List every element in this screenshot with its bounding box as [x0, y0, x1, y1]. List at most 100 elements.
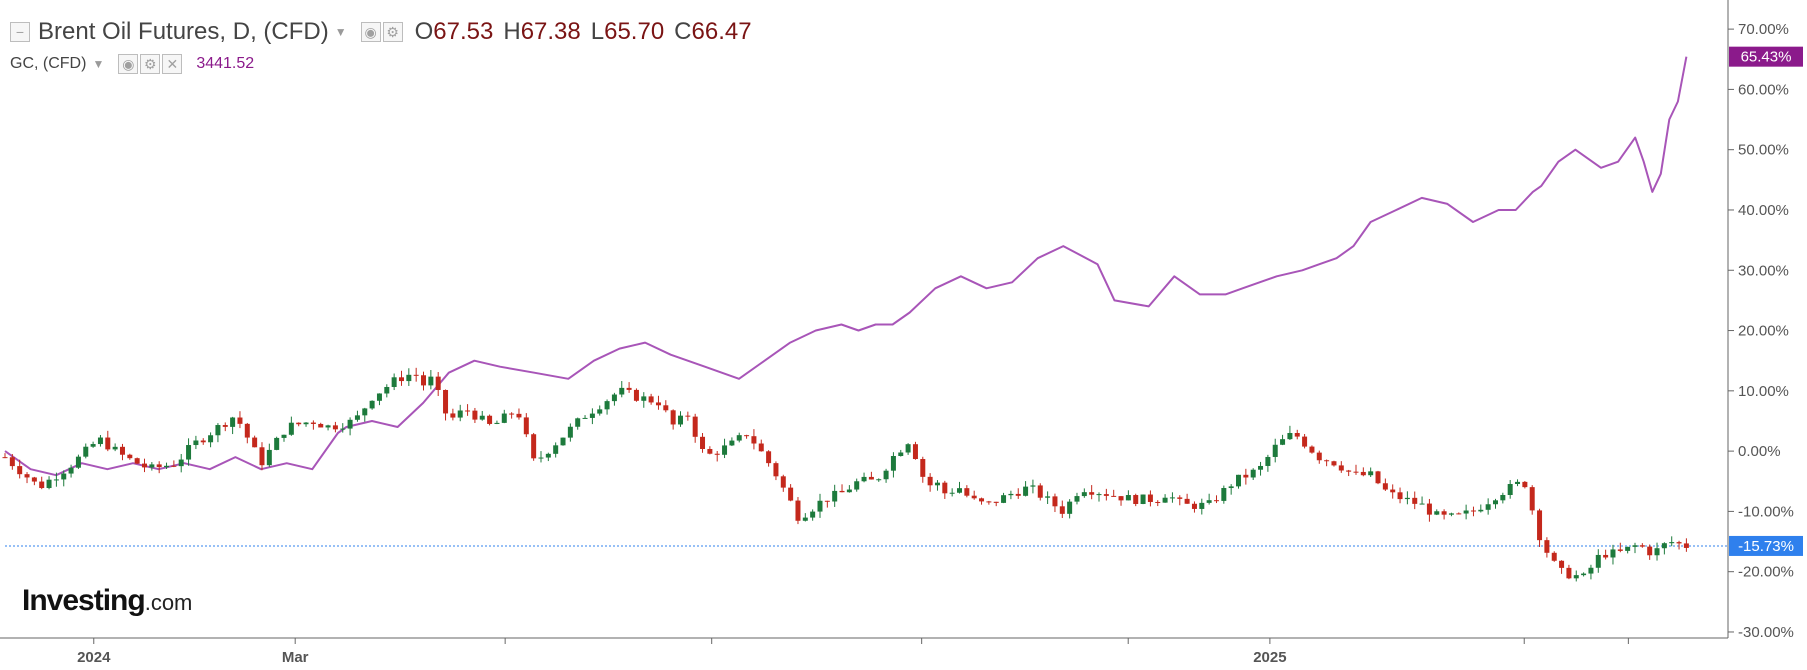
- candle-body: [677, 415, 683, 425]
- eye-icon[interactable]: ◉: [360, 22, 381, 42]
- gear-icon[interactable]: ⚙: [140, 54, 161, 74]
- compare-series-legend: GC, (CFD) ▼ ◉ ⚙ ✕ 3441.52: [10, 54, 254, 74]
- candle-body: [1096, 494, 1102, 496]
- low-value: 65.70: [604, 18, 665, 45]
- y-tick-label: 50.00%: [1738, 142, 1789, 159]
- candle-body: [868, 476, 874, 480]
- candle-body: [230, 417, 236, 427]
- candle-body: [1610, 549, 1616, 558]
- candle-body: [1434, 511, 1440, 515]
- candle-body: [832, 490, 838, 502]
- compare-series-value: 3441.52: [196, 55, 255, 72]
- candle-body: [186, 445, 192, 460]
- candle-body: [472, 410, 478, 420]
- candle-body: [604, 401, 610, 410]
- candle-body: [795, 500, 801, 521]
- candle-body: [193, 440, 199, 446]
- candle-body: [1191, 503, 1197, 509]
- candle-body: [1669, 542, 1675, 544]
- candle-body: [340, 428, 346, 430]
- candle-body: [494, 422, 500, 424]
- gear-icon[interactable]: ⚙: [382, 22, 403, 42]
- candle-body: [354, 415, 360, 420]
- candle-body: [589, 413, 595, 418]
- candle-body: [1236, 474, 1242, 487]
- candle-body: [1001, 495, 1007, 503]
- candle-body: [362, 408, 368, 416]
- candle-body: [266, 449, 272, 466]
- candle-body: [171, 465, 177, 467]
- candle-body: [766, 451, 772, 464]
- candle-body: [164, 465, 170, 468]
- candle-body: [134, 458, 140, 464]
- candle-body: [39, 481, 45, 489]
- candle-body: [1103, 494, 1109, 496]
- candle-body: [310, 422, 316, 424]
- candle-body: [75, 456, 81, 468]
- candle-body: [1551, 552, 1557, 561]
- chevron-down-icon[interactable]: ▼: [92, 57, 105, 71]
- candle-body: [1221, 488, 1227, 501]
- candle-body: [1081, 492, 1087, 497]
- candle-body: [479, 415, 485, 420]
- candle-body: [729, 440, 735, 446]
- candle-body: [714, 453, 720, 455]
- candle-body: [509, 413, 515, 415]
- candle-body: [9, 457, 15, 467]
- candle-body: [1397, 492, 1403, 500]
- candle-body: [538, 457, 544, 459]
- candle-body: [1419, 503, 1425, 505]
- candle-body: [1353, 471, 1359, 473]
- x-tick-label: 2024: [77, 649, 111, 666]
- close-icon[interactable]: ✕: [162, 54, 183, 74]
- candle-body: [707, 448, 713, 454]
- candle-body: [648, 396, 654, 403]
- candle-body: [1375, 471, 1381, 484]
- candle-body: [1309, 446, 1315, 453]
- open-label: O: [414, 18, 434, 45]
- candle-body: [1287, 432, 1293, 440]
- candle-body: [208, 435, 214, 443]
- x-tick-label: Mar: [282, 649, 309, 666]
- candle-body: [1177, 497, 1183, 499]
- candle-body: [332, 425, 338, 430]
- candle-body: [83, 446, 89, 457]
- compare-value-badge: 65.43%: [1741, 49, 1792, 66]
- candle-body: [1316, 452, 1322, 461]
- candle-body: [1632, 545, 1638, 547]
- candle-body: [1478, 509, 1484, 512]
- candle-body: [1206, 500, 1212, 503]
- candle-body: [1338, 465, 1344, 471]
- high-label: H: [503, 18, 521, 45]
- logo-brand: Investing: [22, 584, 146, 617]
- candle-body: [736, 435, 742, 441]
- candle-body: [1213, 500, 1219, 502]
- candle-body: [17, 466, 23, 475]
- candle-body: [545, 453, 551, 458]
- candle-body: [347, 419, 353, 429]
- candle-body: [398, 377, 404, 382]
- candle-body: [24, 474, 30, 478]
- candle-body: [1470, 510, 1476, 512]
- candle-body: [1258, 465, 1264, 470]
- open-value: 67.53: [433, 18, 494, 45]
- chevron-down-icon[interactable]: ▼: [334, 25, 347, 39]
- candle-body: [912, 444, 918, 460]
- candle-body: [986, 501, 992, 503]
- candle-body: [920, 459, 926, 477]
- candle-body: [890, 455, 896, 471]
- candle-body: [1118, 496, 1124, 501]
- candle-body: [274, 437, 280, 450]
- candle-body: [861, 476, 867, 482]
- candle-body: [1074, 496, 1080, 502]
- eye-icon[interactable]: ◉: [118, 54, 139, 74]
- y-tick-label: 0.00%: [1738, 443, 1781, 460]
- candle-body: [751, 436, 757, 444]
- collapse-square-icon[interactable]: −: [10, 22, 30, 42]
- candle-body: [149, 464, 155, 468]
- compare-series-line: [4, 56, 1688, 477]
- candle-body: [979, 498, 985, 502]
- candle-body: [303, 422, 309, 425]
- candle-body: [553, 445, 559, 454]
- candle-body: [1529, 487, 1535, 511]
